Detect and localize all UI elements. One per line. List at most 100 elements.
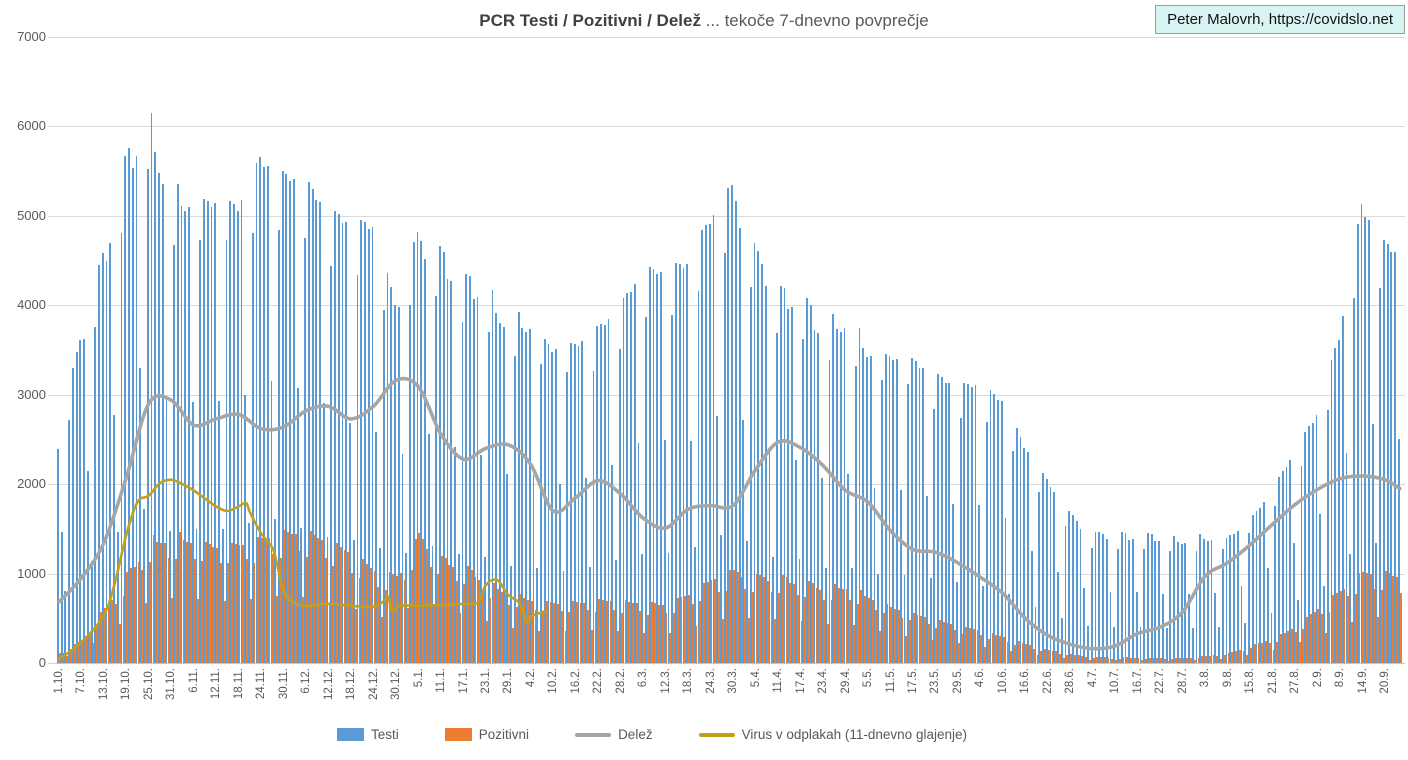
x-axis-label-25-10-: 25.10. [142,668,155,700]
bar-testi [128,148,130,663]
bar-pozitivni [1253,644,1256,663]
bar-testi [982,586,984,663]
bar-testi [768,451,771,663]
bar-pozitivni [418,533,421,663]
bar-testi [1266,568,1269,663]
bar-testi [57,448,59,663]
line-series-layer [57,376,1402,661]
bar-pozitivni [1377,617,1380,663]
bar-testi [75,352,78,663]
bar-pozitivni [1047,649,1050,663]
legend-item-4[interactable]: Virus v odplakah (11-dnevno glajenje) [698,727,967,742]
bar-testi [435,295,438,663]
bar-testi [1038,491,1041,663]
bar-testi [967,383,969,663]
bar-testi [738,227,741,663]
bar-testi [206,200,209,663]
bar-pozitivni [407,608,410,663]
bar-pozitivni [1392,575,1395,663]
bar-testi [761,264,763,663]
bar-pozitivni [193,558,196,663]
x-axis-label-7-10-: 7.10. [75,668,88,694]
x-axis-label-28-7-: 28.7. [1176,668,1189,694]
bar-testi [708,223,711,663]
bar-pozitivni [871,600,874,663]
bar-testi [401,454,404,663]
bar-testi [970,387,973,663]
x-axis-label-27-8-: 27.8. [1289,668,1302,694]
bar-pozitivni [1044,648,1046,663]
bar-pozitivni [733,570,735,663]
legend-item-2[interactable]: Pozitivni [444,727,529,742]
bar-testi [506,474,509,663]
bar-testi [281,170,284,663]
bar-pozitivni [1085,657,1088,663]
bar-testi [1397,439,1400,663]
credit-box: Peter Malovrh, https://covidslo.net [1155,5,1405,34]
bar-testi [528,329,531,663]
chart-title: PCR Testi / Pozitivni / Delež ... tekoče… [0,11,1408,31]
x-axis-label-12-11-: 12.11. [210,668,223,700]
bar-testi [1109,592,1112,663]
bar-pozitivni [1220,658,1222,663]
bar-pozitivni [126,572,129,663]
y-axis-label-3000: 3000 [17,387,46,402]
bar-testi [727,188,730,663]
bar-pozitivni [467,565,469,663]
bar-testi [877,573,880,663]
bar-pozitivni [796,594,799,663]
legend-item-3[interactable]: Delež [575,727,653,742]
bar-testi [341,222,344,663]
bar-testi [555,349,557,663]
bar-testi [517,311,520,663]
bar-testi [1375,542,1378,663]
bar-pozitivni [972,629,975,663]
bar-testi [937,373,940,663]
bar-pozitivni [103,607,106,663]
bar-testi [420,240,423,663]
x-axis-label-14-9-: 14.9. [1356,668,1369,694]
bar-pozitivni [1145,658,1147,663]
bar-pozitivni [163,542,166,663]
bar-pozitivni [1366,573,1368,663]
bar-pozitivni [688,594,690,663]
bar-pozitivni [1291,629,1294,663]
bar-pozitivni [1178,657,1181,663]
x-axis-label-9-8-: 9.8. [1221,668,1234,688]
bar-testi [581,341,584,663]
bar-testi [1229,535,1232,663]
bar-pozitivni [388,571,391,663]
bar-testi [802,339,805,663]
bar-pozitivni [905,636,908,663]
bar-testi [1027,451,1029,663]
bar-pozitivni [298,551,301,663]
bar-pozitivni [66,655,69,663]
bar-pozitivni [665,612,668,663]
bar-testi [161,183,164,663]
bar-pozitivni [538,630,541,663]
bar-testi [1176,542,1179,663]
gridline-5000 [55,216,1405,217]
bar-pozitivni [1126,657,1129,663]
bar-testi [311,188,314,663]
bar-pozitivni [725,590,728,663]
bar-pozitivni [1175,657,1177,663]
bar-pozitivni [216,548,219,663]
bar-pozitivni [1328,611,1331,663]
bar-pozitivni [1208,655,1211,663]
bar-pozitivni [830,600,833,663]
bar-pozitivni [1294,631,1297,663]
bar-pozitivni [231,542,233,663]
bar-testi [1124,532,1127,663]
bar-pozitivni [766,580,769,663]
legend-item-1[interactable]: Testi [337,727,399,742]
bar-pozitivni [748,618,750,663]
bar-testi [1128,539,1131,663]
x-axis-label-10-7-: 10.7. [1109,668,1122,694]
bar-pozitivni [519,593,522,663]
bar-testi [1150,533,1153,663]
bar-pozitivni [1081,655,1084,663]
bar-pozitivni [706,581,709,663]
bar-testi [577,345,580,663]
x-axis-label-17-1-: 17.1. [457,668,470,694]
